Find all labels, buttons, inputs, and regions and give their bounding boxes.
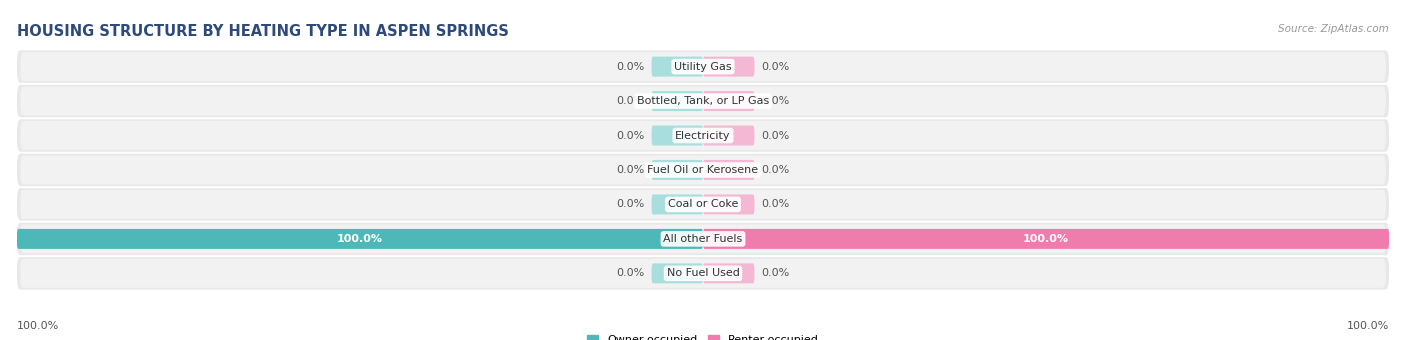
Text: 0.0%: 0.0% (616, 200, 645, 209)
FancyBboxPatch shape (703, 160, 755, 180)
Text: 0.0%: 0.0% (616, 131, 645, 140)
FancyBboxPatch shape (17, 50, 1389, 83)
FancyBboxPatch shape (703, 194, 755, 215)
FancyBboxPatch shape (703, 125, 755, 146)
FancyBboxPatch shape (17, 223, 1389, 255)
FancyBboxPatch shape (17, 257, 1389, 290)
FancyBboxPatch shape (17, 85, 1389, 117)
Text: Fuel Oil or Kerosene: Fuel Oil or Kerosene (647, 165, 759, 175)
Text: 0.0%: 0.0% (761, 96, 790, 106)
Text: 0.0%: 0.0% (761, 200, 790, 209)
FancyBboxPatch shape (651, 125, 703, 146)
Text: All other Fuels: All other Fuels (664, 234, 742, 244)
FancyBboxPatch shape (20, 121, 1386, 150)
FancyBboxPatch shape (703, 91, 755, 111)
FancyBboxPatch shape (20, 155, 1386, 184)
FancyBboxPatch shape (651, 91, 703, 111)
FancyBboxPatch shape (703, 264, 755, 283)
Text: 0.0%: 0.0% (761, 268, 790, 278)
FancyBboxPatch shape (651, 264, 703, 283)
Text: 0.0%: 0.0% (761, 165, 790, 175)
Text: 100.0%: 100.0% (1024, 234, 1069, 244)
FancyBboxPatch shape (17, 154, 1389, 186)
Text: 0.0%: 0.0% (616, 96, 645, 106)
Text: 0.0%: 0.0% (616, 62, 645, 72)
Text: No Fuel Used: No Fuel Used (666, 268, 740, 278)
Text: Utility Gas: Utility Gas (675, 62, 731, 72)
Text: Coal or Coke: Coal or Coke (668, 200, 738, 209)
FancyBboxPatch shape (651, 56, 703, 76)
Text: Bottled, Tank, or LP Gas: Bottled, Tank, or LP Gas (637, 96, 769, 106)
FancyBboxPatch shape (20, 87, 1386, 116)
Text: Source: ZipAtlas.com: Source: ZipAtlas.com (1278, 24, 1389, 34)
FancyBboxPatch shape (20, 190, 1386, 219)
Text: 0.0%: 0.0% (761, 131, 790, 140)
FancyBboxPatch shape (20, 259, 1386, 288)
Text: 0.0%: 0.0% (616, 268, 645, 278)
Legend: Owner-occupied, Renter-occupied: Owner-occupied, Renter-occupied (582, 330, 824, 340)
Text: 100.0%: 100.0% (1347, 321, 1389, 332)
FancyBboxPatch shape (17, 229, 703, 249)
Text: 0.0%: 0.0% (616, 165, 645, 175)
Text: 100.0%: 100.0% (337, 234, 382, 244)
FancyBboxPatch shape (651, 160, 703, 180)
FancyBboxPatch shape (703, 229, 1389, 249)
FancyBboxPatch shape (17, 188, 1389, 221)
FancyBboxPatch shape (20, 224, 1386, 253)
Text: HOUSING STRUCTURE BY HEATING TYPE IN ASPEN SPRINGS: HOUSING STRUCTURE BY HEATING TYPE IN ASP… (17, 24, 509, 39)
Text: 0.0%: 0.0% (761, 62, 790, 72)
FancyBboxPatch shape (20, 52, 1386, 81)
FancyBboxPatch shape (703, 56, 755, 76)
FancyBboxPatch shape (17, 119, 1389, 152)
Text: 100.0%: 100.0% (17, 321, 59, 332)
Text: Electricity: Electricity (675, 131, 731, 140)
FancyBboxPatch shape (651, 194, 703, 215)
